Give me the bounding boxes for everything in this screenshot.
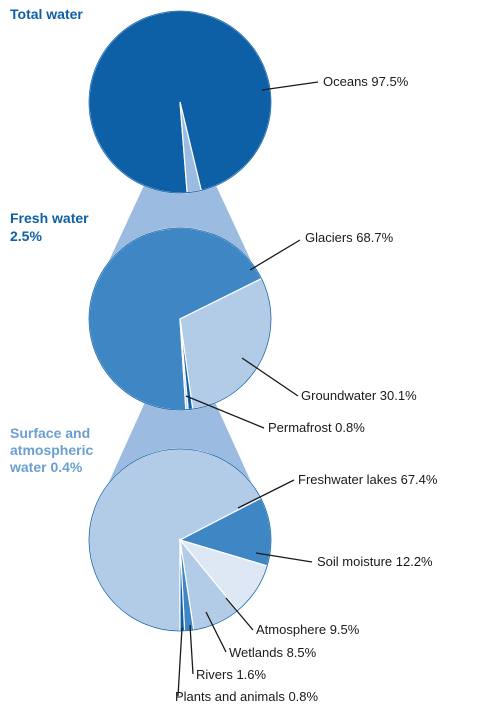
label-oceans: Oceans 97.5% (323, 74, 409, 89)
label-atmosphere: Atmosphere 9.5% (256, 622, 360, 637)
leader-groundwater (241, 357, 299, 397)
pie-2 (88, 227, 272, 411)
label-soil-moisture: Soil moisture 12.2% (317, 554, 433, 569)
pie-3 (88, 448, 272, 632)
leader-freshwater-lakes (237, 479, 295, 509)
leader-atmosphere (225, 597, 254, 631)
section-title-line: Surface and (10, 425, 90, 441)
section-title-3: Surface and atmospheric water 0.4% (9, 425, 93, 475)
label-wetlands: Wetlands 8.5% (229, 645, 317, 660)
pie-1 (88, 10, 272, 194)
section-title-line: water 0.4% (9, 459, 83, 475)
pies (88, 10, 272, 632)
pie-outline-3 (88, 448, 272, 632)
pie-outline-1 (88, 10, 272, 194)
leader-plants-and-animals (177, 627, 183, 697)
leader-rivers (189, 624, 194, 675)
leader-glaciers (249, 239, 301, 271)
label-glaciers: Glaciers 68.7% (305, 230, 394, 245)
section-title-line: atmospheric (10, 442, 93, 458)
leader-wetlands (205, 611, 227, 653)
section-titles: Total water Fresh water 2.5% Surface and atm… (9, 6, 93, 475)
section-title-line: Total water (10, 6, 83, 22)
leader-lines (177, 81, 319, 697)
label-freshwater-lakes: Freshwater lakes 67.4% (298, 472, 438, 487)
section-title-line: Fresh water (10, 210, 89, 226)
section-title-1: Total water (10, 6, 83, 22)
label-groundwater: Groundwater 30.1% (301, 388, 417, 403)
leader-oceans (261, 81, 319, 91)
section-title-line: 2.5% (10, 228, 42, 244)
label-plants-and-animals: Plants and animals 0.8% (175, 689, 319, 704)
label-permafrost: Permafrost 0.8% (268, 420, 365, 435)
pie-outline-2 (88, 227, 272, 411)
section-title-2: Fresh water 2.5% (10, 210, 89, 244)
label-rivers: Rivers 1.6% (196, 667, 267, 682)
leader-permafrost (185, 395, 265, 429)
leader-soil-moisture (255, 552, 313, 563)
slice-labels: Oceans 97.5% Glaciers 68.7% Groundwater 30… (175, 74, 438, 704)
